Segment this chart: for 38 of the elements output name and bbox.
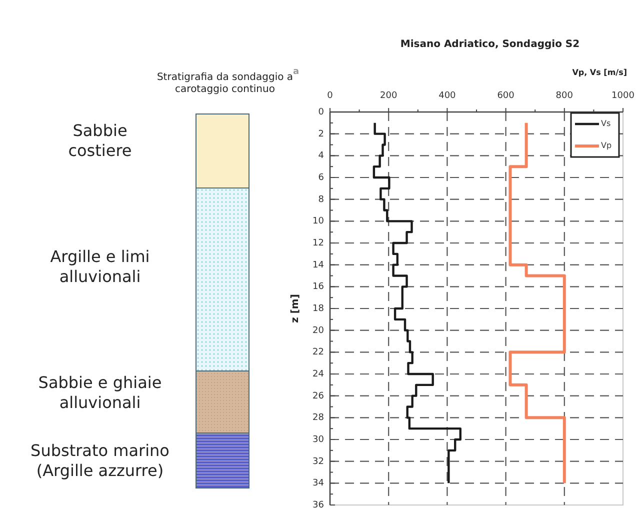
y-axis-title: z [m] <box>290 294 301 323</box>
chart-title: Misano Adriatico, Sondaggio S2 <box>400 39 580 50</box>
y-tick-label: 8 <box>318 194 324 205</box>
y-tick-label: 14 <box>312 260 324 270</box>
y-tick-label: 30 <box>312 434 324 445</box>
x-tick-label: 1000 <box>612 91 635 101</box>
x-tick-label: 400 <box>438 91 456 101</box>
text: Sabbie costiere <box>68 121 132 160</box>
y-tick-label: 0 <box>318 107 324 118</box>
legend-label: Vs <box>601 119 611 128</box>
line-series <box>372 122 462 484</box>
legend-label: Vp <box>601 141 612 150</box>
y-tick-label: 22 <box>312 348 324 358</box>
y-tick-label: 32 <box>312 456 324 467</box>
x-tick-label: 800 <box>556 91 574 101</box>
text: a <box>293 67 300 77</box>
text: Stratigrafia da sondaggio a carotaggio continuo <box>156 72 294 95</box>
text: Substrato marino (Argille azzurre) <box>30 441 170 480</box>
y-tick-label: 2 <box>318 129 324 140</box>
y-tick-label: 18 <box>312 304 324 314</box>
y-tick-label: 6 <box>318 172 324 183</box>
y-tick-label: 10 <box>312 216 324 227</box>
y-tick-label: 26 <box>312 391 324 402</box>
text: Argille e limi alluvionali <box>50 247 150 286</box>
x-axis-title: Vp, Vs [m/s] <box>572 68 627 77</box>
y-tick-label: 36 <box>312 500 324 510</box>
x-tick-label: 600 <box>497 91 515 101</box>
x-tick-label: 0 <box>327 91 334 101</box>
y-tick-label: 12 <box>312 238 324 248</box>
text: Sabbie e ghiaie alluvionali <box>38 373 162 412</box>
y-tick-label: 4 <box>318 151 324 162</box>
y-tick-label: 28 <box>312 413 324 424</box>
y-tick-label: 34 <box>312 478 324 489</box>
y-tick-label: 20 <box>312 326 324 336</box>
x-tick-label: 200 <box>380 91 398 101</box>
y-tick-label: 24 <box>312 369 324 380</box>
line-series <box>508 121 566 485</box>
y-tick-label: 16 <box>312 282 324 292</box>
